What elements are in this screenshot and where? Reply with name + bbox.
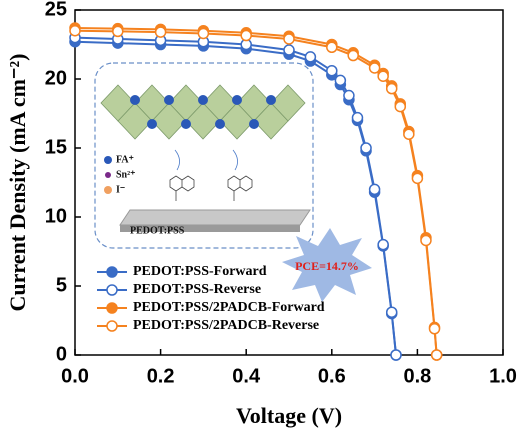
x-tick-label: 0.4 <box>232 365 261 387</box>
curve <box>74 36 397 356</box>
marker <box>394 100 407 113</box>
y-axis-label: Current Density (mA cm⁻²) <box>5 54 30 312</box>
marker <box>377 70 389 82</box>
y-tick-label: 15 <box>45 136 67 158</box>
marker <box>368 62 381 74</box>
marker <box>360 142 372 154</box>
x-tick-label: 1.0 <box>489 365 517 387</box>
marker <box>283 33 295 45</box>
plot-frame <box>74 9 504 356</box>
marker <box>347 49 359 62</box>
marker <box>420 234 432 247</box>
marker <box>240 29 252 42</box>
legend-marker <box>106 320 118 332</box>
marker <box>334 74 347 87</box>
annotation-burst <box>282 228 372 302</box>
legend-marker <box>106 266 118 278</box>
x-tick-label: 0.0 <box>61 365 89 387</box>
marker <box>304 51 317 63</box>
x-tick-label: 0.2 <box>147 365 175 387</box>
y-tick-label: 0 <box>56 343 67 365</box>
legend-label: PEDOT:PSS/2PADCB-Reverse <box>133 318 319 333</box>
marker <box>368 183 381 196</box>
marker <box>197 27 210 40</box>
x-tick-label: 0.8 <box>403 365 431 387</box>
inset-legend-label: I⁻ <box>116 184 125 195</box>
marker <box>351 111 364 124</box>
marker <box>154 26 167 38</box>
marker <box>343 89 355 102</box>
legend-marker <box>106 284 118 296</box>
marker <box>385 82 398 95</box>
legend-label: PEDOT:PSS/2PADCB-Forward <box>133 300 325 315</box>
marker <box>411 172 424 185</box>
marker <box>326 41 338 54</box>
inset-illustration <box>94 62 314 249</box>
marker <box>69 24 81 37</box>
marker <box>112 25 124 38</box>
marker <box>283 44 295 56</box>
marker <box>403 128 415 140</box>
y-tick-label: 5 <box>56 274 67 296</box>
legend-label: PEDOT:PSS-Reverse <box>133 282 261 297</box>
x-axis-label: Voltage (V) <box>236 403 342 428</box>
y-tick-label: 25 <box>45 0 67 20</box>
inset-substrate-label: PEDOT:PSS <box>130 225 185 236</box>
marker <box>390 349 402 361</box>
legend-marker <box>106 302 118 314</box>
marker <box>385 306 398 318</box>
y-tick-label: 10 <box>45 205 67 227</box>
legend-label: PEDOT:PSS-Forward <box>133 264 267 279</box>
marker <box>428 323 441 335</box>
y-tick-label: 20 <box>45 67 67 89</box>
marker <box>377 238 389 251</box>
inset-legend-label: FA⁺ <box>116 154 134 165</box>
inset-legend-label: Sn²⁺ <box>116 169 135 180</box>
marker <box>326 64 338 77</box>
marker <box>430 349 443 361</box>
x-tick-label: 0.6 <box>318 365 346 387</box>
annotation: PCE=14.7% <box>295 259 359 273</box>
